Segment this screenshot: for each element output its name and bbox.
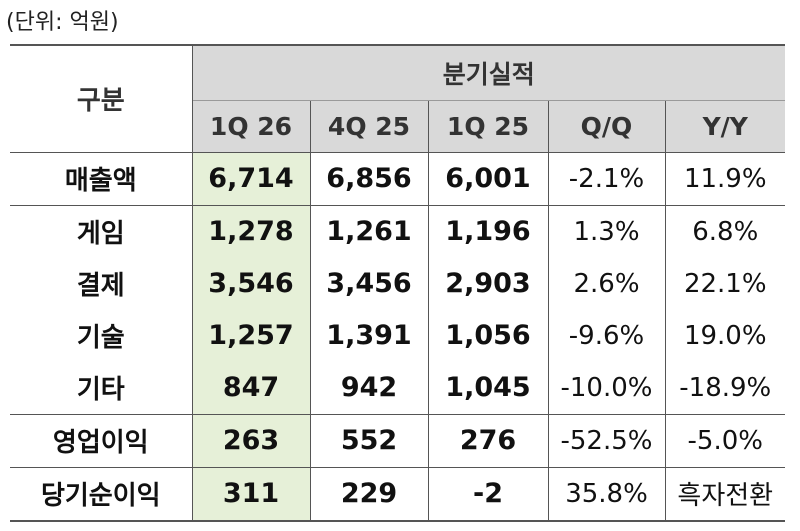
cell-1q26: 1,257 <box>192 309 311 362</box>
cell-qoq: -2.1% <box>548 151 666 205</box>
row-label: 당기순이익 <box>10 466 193 521</box>
cell-qoq: 35.8% <box>548 466 666 521</box>
cell-qoq: -52.5% <box>548 413 666 467</box>
cell-4q25: 942 <box>310 361 429 414</box>
cell-1q26: 311 <box>192 466 311 521</box>
col-header-1q26: 1Q 26 <box>192 100 311 152</box>
cell-yoy: 6.8% <box>665 204 786 258</box>
col-header-1q25: 1Q 25 <box>428 100 549 152</box>
cell-qoq: 1.3% <box>548 204 666 258</box>
col-header-yoy: Y/Y <box>665 100 786 152</box>
cell-1q25: 1,045 <box>428 361 549 414</box>
cell-yoy: -18.9% <box>679 372 772 403</box>
row-label: 매출액 <box>10 151 193 205</box>
table-row: 당기순이익 311 229 -2 35.8% 흑자전환 <box>10 466 786 521</box>
cell-yoy: -5.0% <box>665 413 786 467</box>
unit-label: (단위: 억원) <box>6 10 119 35</box>
cell-qoq: -10.0% <box>548 361 666 414</box>
cell-1q25: 276 <box>428 413 549 467</box>
cell-1q25: 2,903 <box>428 257 549 310</box>
row-label: 결제 <box>10 257 193 310</box>
table-row: 결제 3,546 3,456 2,903 2.6% 22.1% <box>10 257 785 310</box>
cell-qoq: -9.6% <box>548 309 666 362</box>
cell-1q25: 1,056 <box>428 309 549 362</box>
cell-yoy: 19.0% <box>683 320 767 351</box>
cell-1q25: 6,001 <box>428 151 549 205</box>
col-header-4q25: 4Q 25 <box>310 100 429 152</box>
cell-qoq: 2.6% <box>548 257 666 310</box>
row-label: 영업이익 <box>10 413 193 467</box>
table-row: 게임 1,278 1,261 1,196 1.3% 6.8% <box>10 204 786 258</box>
col-header-qoq: Q/Q <box>548 100 666 152</box>
cell-yoy: 흑자전환 <box>665 466 786 521</box>
table-row: 영업이익 263 552 276 -52.5% -5.0% <box>10 413 786 467</box>
header-group: 분기실적 <box>192 45 786 101</box>
quarterly-results-table: 구분 분기실적 1Q 26 4Q 25 1Q 25 Q/Q Y/Y 매출액 6,… <box>10 44 786 522</box>
cell-1q25: 1,196 <box>428 204 549 258</box>
table-row: 기술 1,257 1,391 1,056 -9.6% 19.0% <box>10 309 785 362</box>
cell-1q26: 6,714 <box>192 151 311 205</box>
cell-yoy: 22.1% <box>683 268 767 299</box>
cell-1q26: 1,278 <box>192 204 311 258</box>
row-label: 기술 <box>10 309 193 362</box>
cell-4q25: 1,261 <box>310 204 429 258</box>
table-row: 매출액 6,714 6,856 6,001 -2.1% 11.9% <box>10 151 786 205</box>
table-row: 기타 847 942 1,045 -10.0% -18.9% <box>10 361 785 414</box>
header-category: 구분 <box>10 45 193 152</box>
cell-1q26: 263 <box>192 413 311 467</box>
cell-yoy: 11.9% <box>665 151 786 205</box>
cell-1q26: 847 <box>192 361 311 414</box>
cell-1q26: 3,546 <box>192 257 311 310</box>
cell-1q25: -2 <box>428 466 549 521</box>
row-label: 기타 <box>10 361 193 414</box>
cell-4q25: 229 <box>310 466 429 521</box>
cell-4q25: 6,856 <box>310 151 429 205</box>
row-label: 게임 <box>10 204 193 258</box>
cell-4q25: 552 <box>310 413 429 467</box>
cell-4q25: 3,456 <box>310 257 429 310</box>
cell-4q25: 1,391 <box>310 309 429 362</box>
